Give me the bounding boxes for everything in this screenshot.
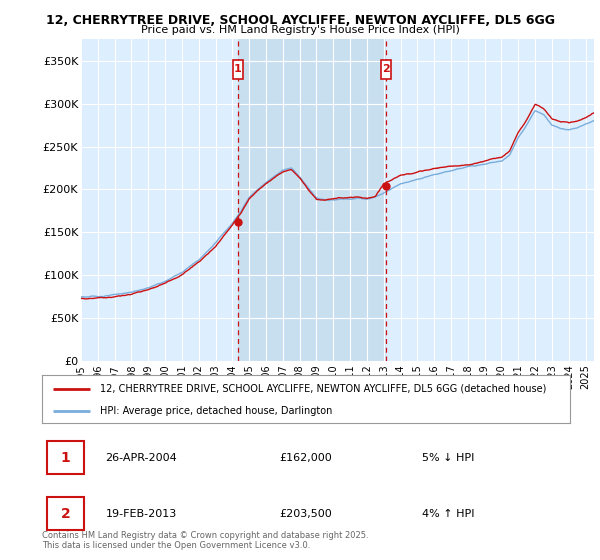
FancyBboxPatch shape <box>381 60 391 79</box>
FancyBboxPatch shape <box>47 441 84 474</box>
FancyBboxPatch shape <box>47 497 84 530</box>
Text: Contains HM Land Registry data © Crown copyright and database right 2025.
This d: Contains HM Land Registry data © Crown c… <box>42 530 368 550</box>
Text: 12, CHERRYTREE DRIVE, SCHOOL AYCLIFFE, NEWTON AYCLIFFE, DL5 6GG (detached house): 12, CHERRYTREE DRIVE, SCHOOL AYCLIFFE, N… <box>100 384 547 394</box>
Text: HPI: Average price, detached house, Darlington: HPI: Average price, detached house, Darl… <box>100 406 332 416</box>
Text: 1: 1 <box>61 451 71 465</box>
Text: 12, CHERRYTREE DRIVE, SCHOOL AYCLIFFE, NEWTON AYCLIFFE, DL5 6GG: 12, CHERRYTREE DRIVE, SCHOOL AYCLIFFE, N… <box>46 14 554 27</box>
Text: 2: 2 <box>61 507 71 521</box>
Text: £203,500: £203,500 <box>280 509 332 519</box>
FancyBboxPatch shape <box>233 60 243 79</box>
Text: 2: 2 <box>382 64 390 74</box>
Text: 4% ↑ HPI: 4% ↑ HPI <box>422 509 475 519</box>
Text: 5% ↓ HPI: 5% ↓ HPI <box>422 453 475 463</box>
Text: 1: 1 <box>234 64 242 74</box>
Text: £162,000: £162,000 <box>280 453 332 463</box>
Bar <box>238 39 386 361</box>
Text: Price paid vs. HM Land Registry's House Price Index (HPI): Price paid vs. HM Land Registry's House … <box>140 25 460 35</box>
Text: 26-APR-2004: 26-APR-2004 <box>106 453 177 463</box>
Text: 19-FEB-2013: 19-FEB-2013 <box>106 509 176 519</box>
